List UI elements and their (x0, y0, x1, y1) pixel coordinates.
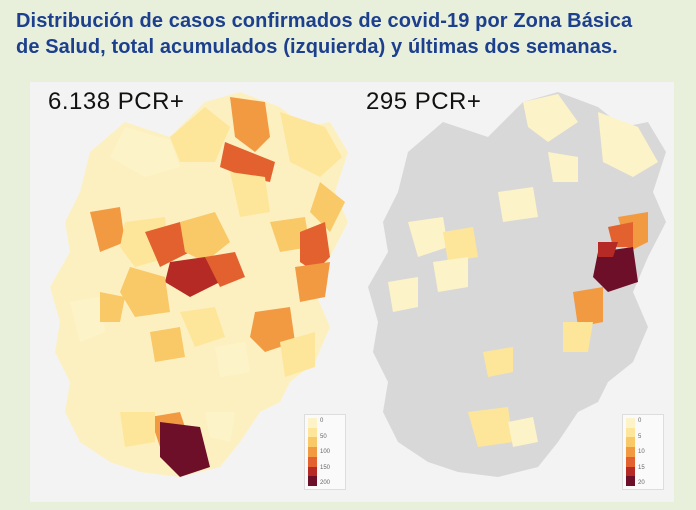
legend-labels: 0 50 100 150 200 (320, 418, 330, 486)
zone (160, 422, 210, 477)
legend-label: 20 (638, 480, 645, 486)
zone (598, 112, 658, 177)
legend-label: 5 (638, 433, 642, 440)
zone (215, 342, 250, 377)
zone (443, 227, 478, 262)
legend-label: 0 (320, 418, 324, 424)
zone (608, 222, 633, 247)
title-line-1: Distribución de casos confirmados de cov… (16, 10, 633, 32)
map-last-two-weeks-svg (368, 92, 666, 477)
zone (170, 107, 230, 162)
legend-label: 10 (638, 449, 645, 455)
region-base (368, 92, 666, 477)
zone (508, 417, 538, 447)
zone (433, 257, 468, 292)
zone (523, 94, 578, 142)
legend-label: 50 (320, 433, 327, 440)
zone (70, 297, 105, 342)
legend-label: 0 (638, 418, 642, 424)
zone (180, 307, 225, 347)
title-line-2: de Salud, total acumulados (izquierda) y… (16, 36, 618, 58)
zone (573, 287, 603, 327)
map-last-two-weeks: 295 PCR+ 0 5 10 15 20 (348, 82, 674, 502)
legend-label: 15 (638, 464, 645, 471)
legend-label: 200 (320, 480, 331, 486)
zone (593, 247, 638, 292)
zone (220, 142, 275, 182)
zone (295, 262, 330, 302)
zone (598, 242, 618, 257)
zone (180, 212, 230, 262)
map-cumulative: 6.138 PCR+ 0 50 100 150 200 (30, 82, 356, 502)
total-pcr-count: 6.138 PCR+ (48, 88, 185, 115)
zone (100, 292, 125, 322)
zone (280, 332, 315, 377)
legend-label: 100 (320, 449, 331, 455)
zone (165, 257, 220, 297)
zone (548, 152, 578, 182)
legend-cumulative: 0 50 100 150 200 (304, 414, 346, 490)
zone (205, 252, 245, 287)
legend-labels: 0 5 10 15 20 (638, 418, 645, 486)
zone (498, 187, 538, 222)
zone (230, 172, 270, 217)
zone (483, 347, 513, 377)
legend-color-bar (308, 418, 317, 487)
legend-color-bar (626, 418, 635, 487)
zone (388, 277, 418, 312)
zone (230, 97, 270, 152)
zone (90, 207, 125, 252)
legend-label: 150 (320, 464, 331, 471)
zone (300, 222, 330, 272)
recent-pcr-count: 295 PCR+ (366, 88, 482, 115)
zone (468, 407, 513, 447)
zone (145, 222, 190, 267)
legend-recent: 0 5 10 15 20 (622, 414, 664, 490)
zone (310, 182, 345, 232)
map-cumulative-svg (50, 92, 348, 477)
zone (205, 412, 235, 442)
zone (563, 322, 593, 352)
zone (110, 127, 180, 177)
zone (408, 217, 448, 257)
zone (250, 307, 295, 352)
page-title: Distribución de casos confirmados de cov… (16, 8, 686, 60)
zone (280, 112, 342, 177)
zone (150, 327, 185, 362)
zone (120, 267, 170, 317)
zone (120, 412, 155, 447)
